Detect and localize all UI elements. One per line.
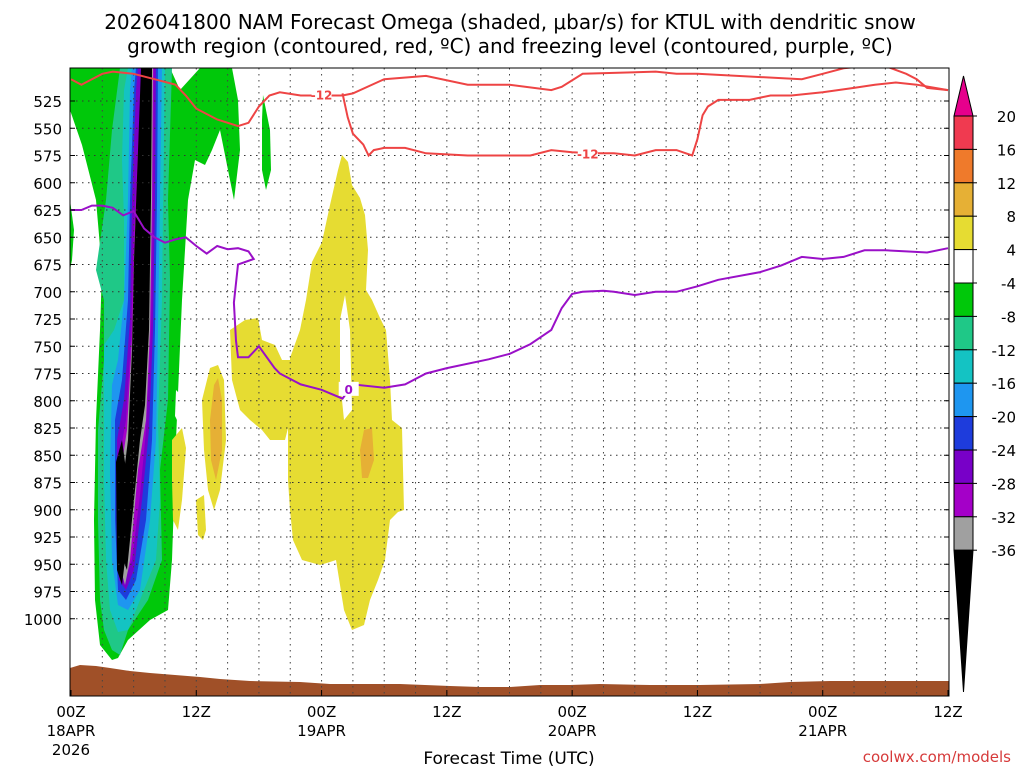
- chart-title-line-1: 2026041800 NAM Forecast Omega (shaded, μ…: [104, 10, 916, 34]
- contours: -12 -12 0: [70, 68, 949, 400]
- omega-region-green-isolated: [262, 95, 271, 190]
- colorbar-label: -32: [992, 509, 1017, 527]
- y-tick-label: 700: [33, 284, 62, 302]
- contour-line-1: [341, 81, 949, 158]
- colorbar-label: 16: [997, 141, 1016, 159]
- contour-label: 0: [345, 383, 353, 397]
- colorbar-swatch: [953, 516, 974, 551]
- x-tick-label: 00Z: [808, 703, 837, 721]
- credit-text: coolwx.com/models: [863, 748, 1011, 766]
- colorbar-swatch: [953, 416, 974, 451]
- x-tick-date: 19APR: [297, 722, 346, 740]
- colorbar-label: 20: [997, 108, 1016, 126]
- y-tick-label: 925: [33, 529, 62, 547]
- x-tick-label: 00Z: [557, 703, 586, 721]
- y-tick-label: 775: [33, 366, 62, 384]
- y-tick-label: 600: [33, 175, 62, 193]
- y-tick-label: 950: [33, 556, 62, 574]
- colorbar-label: 8: [1006, 208, 1016, 226]
- x-tick-date: 21APR: [798, 722, 847, 740]
- x-tick-label: 12Z: [933, 703, 962, 721]
- colorbar-label: -28: [992, 475, 1017, 493]
- contour-label: -12: [311, 89, 333, 103]
- colorbar-label: 12: [997, 175, 1016, 193]
- colorbar-label: -36: [992, 542, 1017, 560]
- y-tick-label: 1000: [24, 611, 62, 629]
- y-tick-label: 750: [33, 338, 62, 356]
- colorbar-swatch: [953, 215, 974, 251]
- y-tick-label: 550: [33, 120, 62, 138]
- y-tick-label: 675: [33, 257, 62, 275]
- contour-line-2: [71, 204, 949, 400]
- colorbar-swatch: [953, 449, 974, 484]
- colorbar-label: -4: [1001, 275, 1016, 293]
- x-tick-label: 12Z: [182, 703, 211, 721]
- x-axis-label: Forecast Time (UTC): [423, 749, 594, 768]
- colorbar-label: -24: [992, 442, 1017, 460]
- x-tick-label: 12Z: [432, 703, 461, 721]
- omega-region-white-gap: [175, 390, 186, 426]
- y-tick-label: 650: [33, 229, 62, 247]
- plot-frame: [69, 67, 950, 697]
- y-tick-label: 725: [33, 311, 62, 329]
- x-tick-date: 20APR: [548, 722, 597, 740]
- colorbar-label: -16: [992, 375, 1017, 393]
- x-tick-date: 18APR: [47, 722, 96, 740]
- colorbar-swatch: [953, 115, 974, 150]
- contour-label-bg: [338, 381, 359, 396]
- colorbar-swatch: [953, 315, 974, 351]
- colorbar-swatch: [953, 249, 974, 284]
- y-tick-label: 875: [33, 475, 62, 493]
- grid: [70, 68, 949, 696]
- contour-line-0: [70, 68, 949, 128]
- y-tick-label: 800: [33, 393, 62, 411]
- y-tick-label: 850: [33, 447, 62, 465]
- y-tick-label: 525: [33, 93, 62, 111]
- colorbar-arrow-top: [953, 75, 974, 117]
- omega-region-green-left: [70, 200, 74, 270]
- colorbar-swatch: [953, 482, 974, 518]
- colorbar-label: -20: [992, 409, 1017, 427]
- y-tick-label: 900: [33, 502, 62, 520]
- colorbar-arrow-bottom: [953, 549, 974, 693]
- x-tick-label: 00Z: [56, 703, 85, 721]
- colorbar: 20 16 12 8 4 -4 -8 -12 -16 -20 -24 -28 -32 -36: [953, 75, 1017, 693]
- x-tick-label: 12Z: [683, 703, 712, 721]
- colorbar-swatch: [953, 148, 974, 184]
- contour-label: -12: [577, 147, 599, 161]
- y-tick-label: 625: [33, 202, 62, 220]
- colorbar-swatch: [953, 349, 974, 384]
- colorbar-label: 4: [1006, 242, 1016, 260]
- omega-region-yellow-left: [230, 318, 290, 440]
- contour-label-bg: [311, 87, 332, 102]
- colorbar-swatch: [953, 282, 974, 317]
- chart-title-line-2: growth region (contoured, red, ºC) and f…: [127, 34, 893, 58]
- colorbar-swatch: [953, 182, 974, 217]
- y-tick-label: 575: [33, 148, 62, 166]
- colorbar-label: -12: [992, 342, 1017, 360]
- x-tick-year: 2026: [52, 741, 90, 759]
- y-axis: 525 550 575 600 625 650 675 700 725 750 775 800 825 8…: [24, 93, 949, 629]
- omega-region-gold-1: [210, 378, 222, 480]
- terrain-mask: [70, 665, 949, 696]
- colorbar-label: -8: [1001, 308, 1016, 326]
- omega-region-yellow-spike: [196, 495, 206, 540]
- omega-region-gold-2: [360, 428, 374, 478]
- y-tick-label: 825: [33, 420, 62, 438]
- contour-label-bg: [577, 146, 598, 161]
- colorbar-swatch: [953, 382, 974, 418]
- y-tick-label: 975: [33, 584, 62, 602]
- x-tick-label: 00Z: [307, 703, 336, 721]
- omega-region-yellow-thin: [172, 428, 186, 530]
- omega-region-black-core: [116, 440, 126, 585]
